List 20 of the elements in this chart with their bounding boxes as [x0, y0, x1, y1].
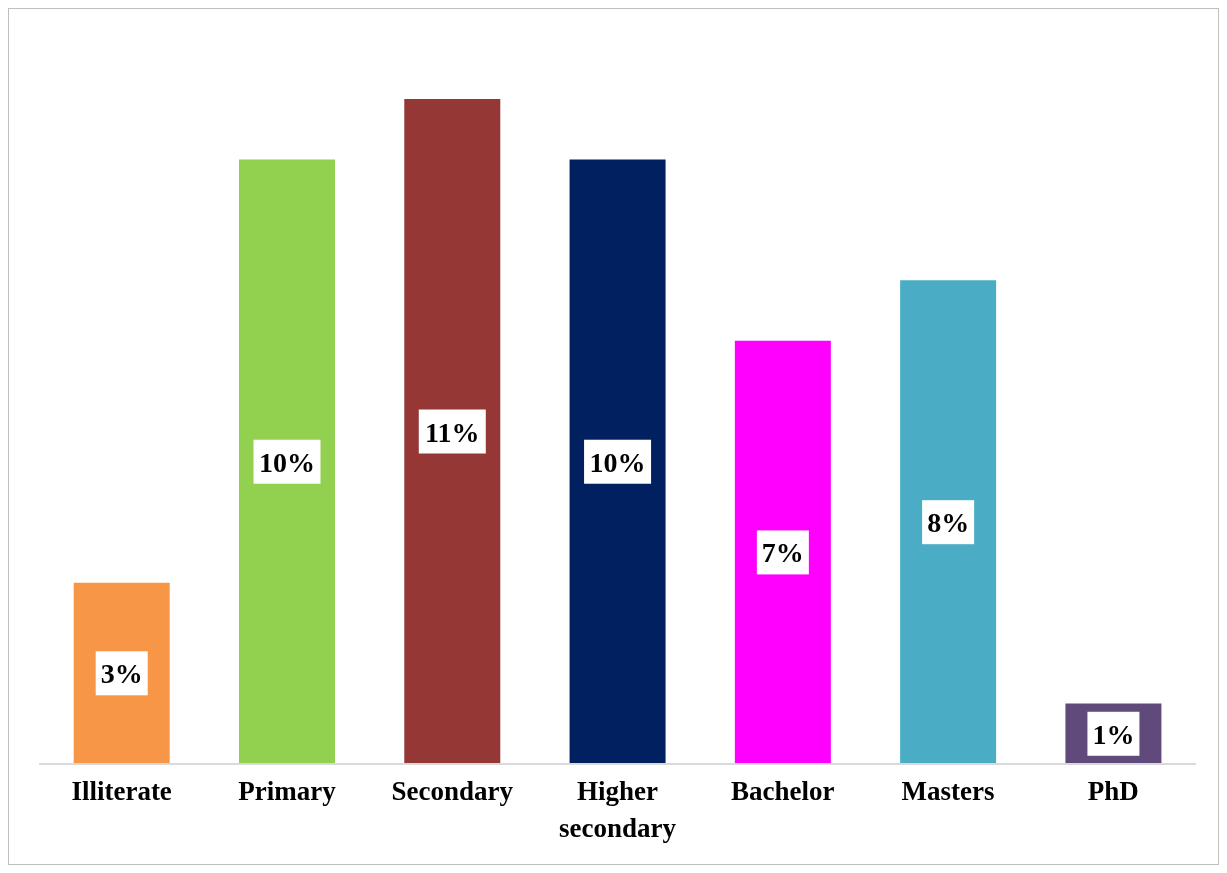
bar — [404, 99, 501, 764]
x-tick-label: Masters — [901, 776, 995, 806]
bar — [734, 340, 831, 764]
data-label: 8% — [927, 507, 970, 539]
data-label: 7% — [761, 537, 804, 569]
bar — [73, 582, 170, 764]
data-label: 3% — [100, 658, 143, 690]
data-label: 10% — [589, 446, 646, 478]
x-tick-label: Primary — [238, 776, 337, 806]
bar — [900, 280, 997, 764]
bar — [569, 159, 666, 764]
x-tick-label: Illiterate — [71, 776, 172, 806]
x-tick-label: Higher secondary — [559, 776, 677, 843]
x-tick-label: Secondary — [391, 776, 514, 806]
x-tick-label: PhD — [1087, 776, 1139, 806]
data-label: 11% — [425, 416, 480, 448]
bar — [239, 159, 335, 764]
data-label: 1% — [1092, 718, 1135, 750]
x-tick-label: Bachelor — [731, 776, 835, 806]
data-label: 10% — [259, 446, 315, 478]
